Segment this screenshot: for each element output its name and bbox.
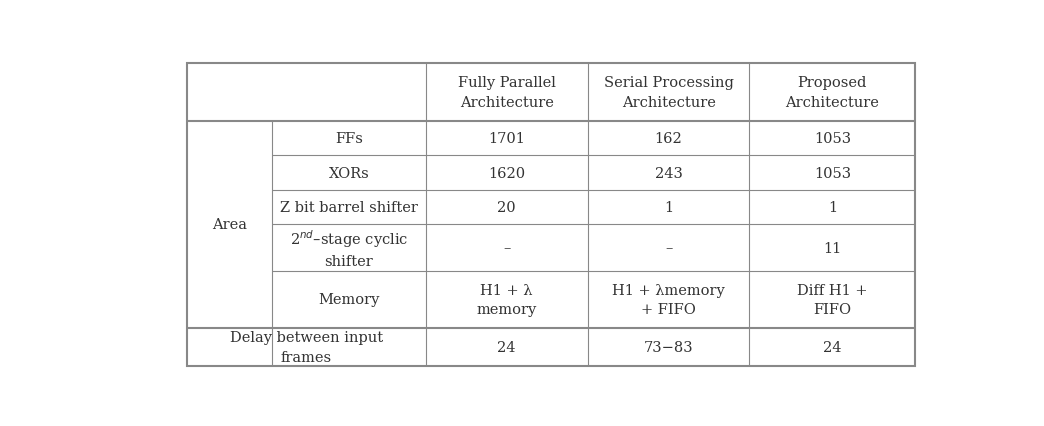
Text: 11: 11	[824, 241, 841, 255]
Text: Z bit barrel shifter: Z bit barrel shifter	[280, 201, 418, 215]
Text: FFs: FFs	[335, 132, 363, 146]
Text: 24: 24	[498, 340, 516, 354]
Text: 162: 162	[655, 132, 683, 146]
Text: 1053: 1053	[814, 166, 851, 180]
Text: 243: 243	[655, 166, 683, 180]
Text: 1701: 1701	[489, 132, 525, 146]
Text: Area: Area	[212, 218, 247, 232]
Text: –: –	[665, 241, 672, 255]
Text: 1053: 1053	[814, 132, 851, 146]
Text: 73−83: 73−83	[644, 340, 693, 354]
Bar	[187, 64, 916, 366]
Text: 1: 1	[664, 201, 673, 215]
Text: Fully Parallel
Architecture: Fully Parallel Architecture	[457, 76, 555, 110]
Text: 24: 24	[823, 340, 841, 354]
Text: 20: 20	[497, 201, 516, 215]
Text: 1620: 1620	[489, 166, 525, 180]
Text: H1 + λmemory
+ FIFO: H1 + λmemory + FIFO	[612, 283, 725, 317]
Text: Diff H1 +
FIFO: Diff H1 + FIFO	[798, 283, 868, 317]
Text: H1 + λ
memory: H1 + λ memory	[477, 283, 537, 317]
Text: 1: 1	[828, 201, 837, 215]
Text: Serial Processing
Architecture: Serial Processing Architecture	[603, 76, 734, 110]
Text: Proposed
Architecture: Proposed Architecture	[785, 76, 879, 110]
Text: Memory: Memory	[318, 293, 380, 307]
Text: Delay between input
frames: Delay between input frames	[230, 331, 383, 364]
Text: 2$^{nd}$–stage cyclic
shifter: 2$^{nd}$–stage cyclic shifter	[289, 227, 408, 268]
Text: –: –	[503, 241, 511, 255]
Text: XORs: XORs	[329, 166, 370, 180]
